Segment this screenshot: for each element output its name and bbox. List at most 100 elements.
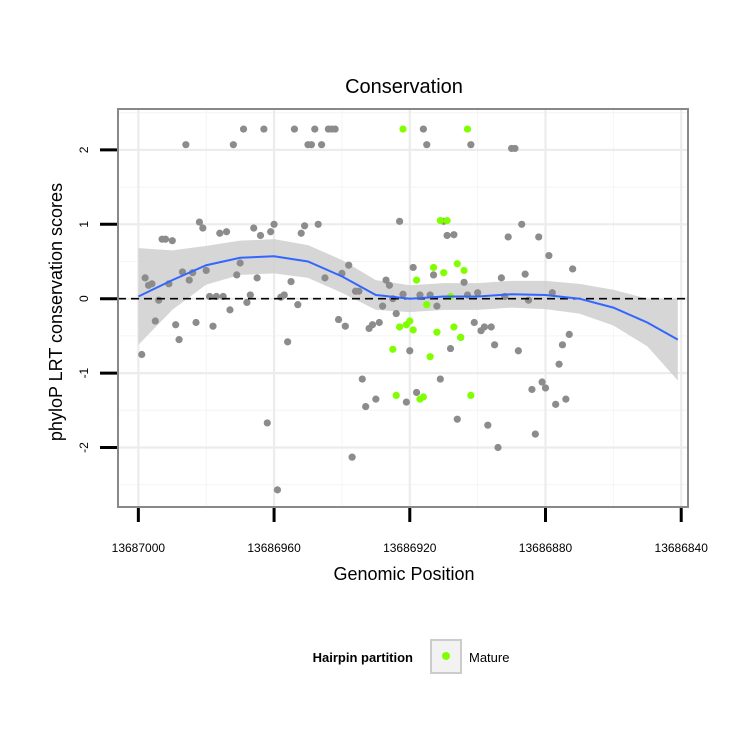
data-point bbox=[175, 336, 183, 344]
data-point bbox=[311, 125, 319, 133]
x-axis: 13687000 13686960 13686920 13686880 13686840 bbox=[112, 508, 709, 555]
data-point bbox=[402, 398, 410, 406]
data-point bbox=[155, 296, 163, 304]
data-point bbox=[429, 271, 438, 279]
legend-key-box bbox=[430, 639, 462, 674]
smooth-trend-line bbox=[137, 255, 679, 341]
data-point bbox=[239, 125, 248, 133]
data-point-mature bbox=[463, 125, 472, 133]
data-point-mature bbox=[426, 353, 434, 361]
data-point bbox=[284, 338, 292, 346]
data-point bbox=[443, 231, 451, 240]
data-point bbox=[436, 375, 444, 383]
x-tick-label: 13686920 bbox=[383, 541, 437, 555]
data-point bbox=[148, 280, 156, 288]
y-tick-label: 1 bbox=[77, 221, 91, 228]
data-point bbox=[399, 290, 407, 298]
data-point bbox=[246, 291, 254, 299]
plot-panel bbox=[117, 108, 689, 508]
data-point bbox=[409, 263, 417, 272]
data-point bbox=[141, 274, 149, 282]
data-point bbox=[202, 266, 210, 275]
panel-border bbox=[117, 108, 689, 508]
data-point-mature bbox=[467, 391, 475, 400]
data-point-mature bbox=[440, 269, 448, 277]
data-point bbox=[226, 306, 234, 314]
data-point bbox=[358, 375, 366, 383]
data-point bbox=[301, 222, 309, 230]
y-tick-label: 2 bbox=[77, 146, 91, 153]
data-point bbox=[250, 224, 258, 232]
x-axis-title: Genomic Position bbox=[333, 564, 474, 584]
data-point bbox=[138, 350, 146, 359]
data-point bbox=[222, 228, 231, 236]
data-point bbox=[538, 378, 546, 386]
data-point bbox=[535, 233, 543, 241]
data-point bbox=[348, 453, 356, 461]
data-point bbox=[480, 323, 489, 331]
data-point bbox=[555, 360, 563, 368]
y-tick-label: -2 bbox=[77, 442, 91, 453]
data-point bbox=[531, 430, 539, 438]
data-point bbox=[209, 322, 217, 330]
data-point bbox=[416, 291, 424, 299]
data-point bbox=[552, 400, 560, 408]
data-point bbox=[470, 318, 478, 327]
x-tick-label: 13686960 bbox=[247, 541, 301, 555]
data-point bbox=[372, 395, 380, 403]
data-point bbox=[229, 141, 237, 149]
data-point bbox=[419, 125, 427, 133]
data-point bbox=[178, 268, 187, 276]
data-point bbox=[314, 220, 322, 228]
x-tick-label: 13686840 bbox=[655, 541, 709, 555]
chart-title: Conservation bbox=[345, 76, 463, 98]
data-point bbox=[216, 229, 224, 237]
data-point bbox=[355, 287, 363, 295]
data-point bbox=[192, 318, 200, 327]
data-point bbox=[345, 261, 353, 269]
data-point-mature bbox=[457, 333, 465, 341]
data-point-mature bbox=[460, 266, 468, 275]
data-point-mature bbox=[399, 125, 407, 133]
data-point bbox=[199, 224, 207, 232]
data-point-mature bbox=[392, 391, 400, 400]
legend-label-mature: Mature bbox=[469, 650, 509, 665]
data-point bbox=[270, 220, 278, 228]
data-point bbox=[494, 443, 502, 452]
data-point bbox=[467, 141, 475, 149]
data-point bbox=[321, 274, 329, 282]
data-point bbox=[474, 289, 482, 297]
data-point bbox=[487, 323, 495, 331]
data-point bbox=[233, 271, 241, 279]
data-point-mature bbox=[443, 216, 451, 225]
legend: Hairpin partition Mature bbox=[313, 639, 509, 674]
data-point bbox=[331, 125, 339, 133]
data-point bbox=[521, 270, 529, 278]
data-point bbox=[236, 259, 244, 267]
data-point bbox=[334, 315, 343, 324]
data-point bbox=[362, 402, 370, 411]
data-point bbox=[460, 278, 468, 286]
data-point bbox=[382, 276, 390, 284]
data-point bbox=[497, 274, 505, 282]
data-point-mature bbox=[409, 326, 417, 334]
data-point bbox=[379, 302, 387, 310]
data-point bbox=[185, 276, 193, 284]
data-point bbox=[392, 309, 400, 318]
data-point bbox=[263, 419, 271, 427]
data-point bbox=[161, 235, 170, 243]
y-axis: -2 -1 0 1 2 bbox=[77, 146, 117, 453]
data-point-mature bbox=[419, 393, 427, 401]
data-point bbox=[168, 237, 176, 245]
data-point bbox=[172, 321, 180, 329]
data-point bbox=[562, 395, 570, 403]
data-point bbox=[368, 321, 377, 329]
data-point bbox=[297, 229, 305, 237]
data-point-mature bbox=[453, 260, 461, 268]
legend-title: Hairpin partition bbox=[313, 650, 413, 665]
data-point bbox=[514, 347, 522, 355]
data-point bbox=[518, 220, 526, 228]
data-point bbox=[412, 388, 421, 397]
data-point-mature bbox=[412, 276, 421, 284]
